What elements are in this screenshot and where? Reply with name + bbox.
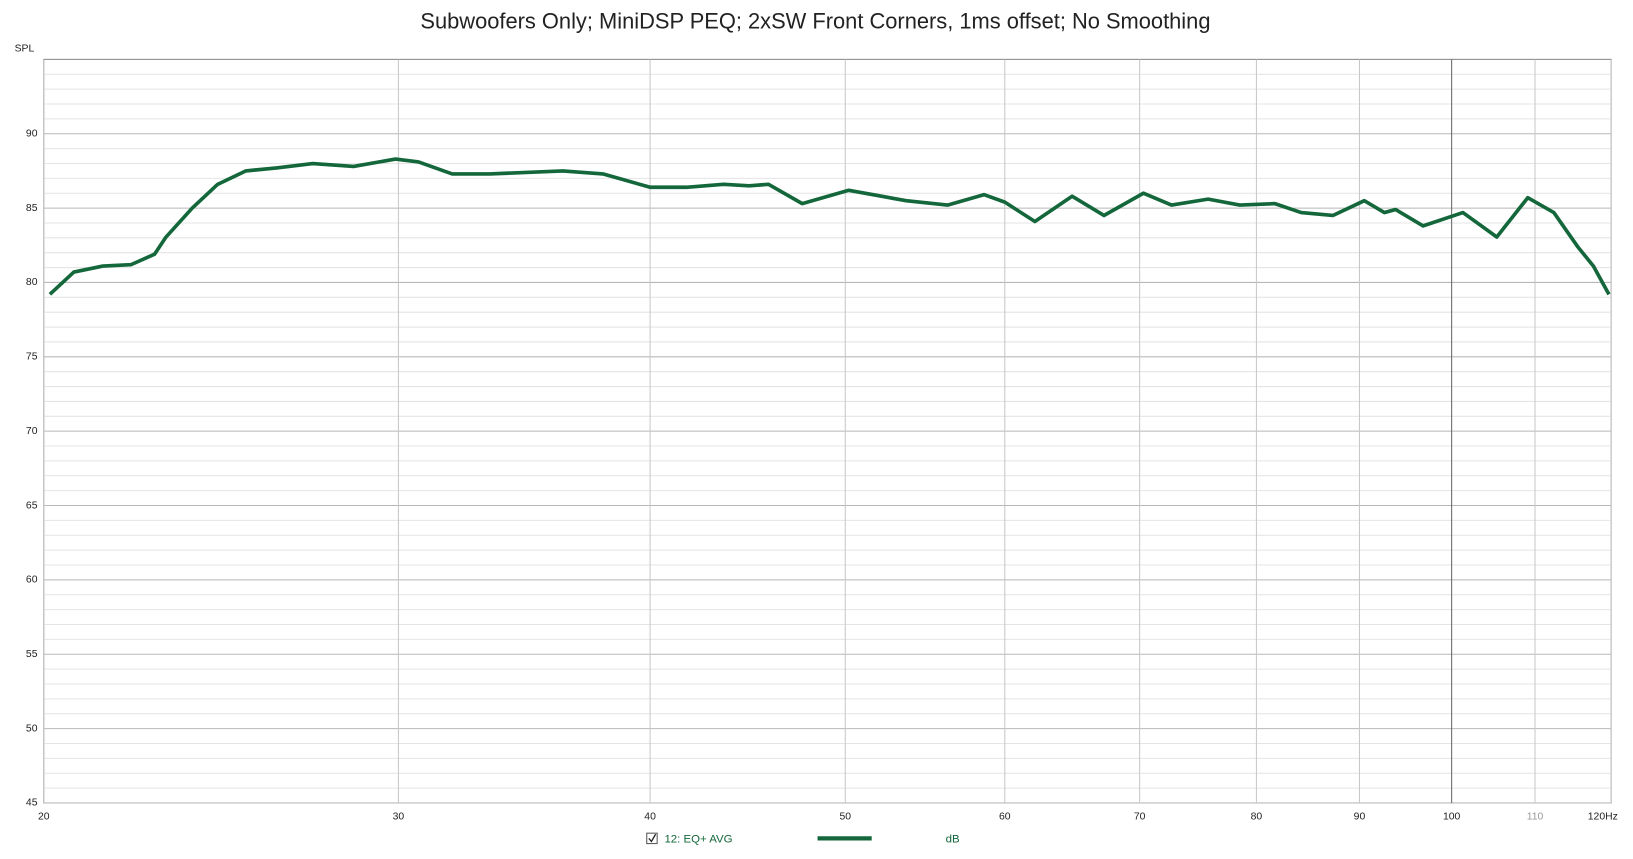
y-tick-label: 70 [26,426,38,437]
x-tick-label: 120Hz [1588,811,1618,822]
x-tick-label: 100 [1443,811,1461,822]
y-tick-label: 60 [26,575,38,586]
x-tick-label: 50 [840,811,852,822]
y-tick-label: 80 [26,277,38,288]
y-tick-label: 90 [26,128,38,139]
lines [48,157,1611,296]
grid [43,59,1612,804]
x-tick-label: 80 [1251,811,1263,822]
labels: 45 50 55 60 65 70 75 80 85 90 20 30 40 50 60 70 80 90 100 1… [26,128,1618,822]
y-tick-label: 75 [26,352,38,363]
y-tick-label: 55 [26,649,38,660]
check-mark [648,833,657,843]
data-line [48,157,1611,296]
y-tick-label: 85 [26,203,38,214]
y-axis-label: SPL [15,44,35,55]
x-tick-label: 30 [393,811,405,822]
y-tick-label: 50 [26,723,38,734]
x-tick-label: 20 [38,811,50,822]
legend-unit: dB [946,833,960,845]
x-tick-label: 70 [1134,811,1146,822]
chart-title: Subwoofers Only; MiniDSP PEQ; 2xSW Front… [420,9,1210,34]
y-tick-label: 65 [26,500,38,511]
x-tick-label: 60 [999,811,1011,822]
legend-checkbox[interactable] [646,832,658,845]
x-tick-label: 40 [644,811,656,822]
x-tick-label: 90 [1354,811,1366,822]
legend-label: 12: EQ+ AVG [664,833,732,845]
y-tick-label: 45 [26,798,38,809]
x-tick-label: 110 [1527,811,1544,822]
